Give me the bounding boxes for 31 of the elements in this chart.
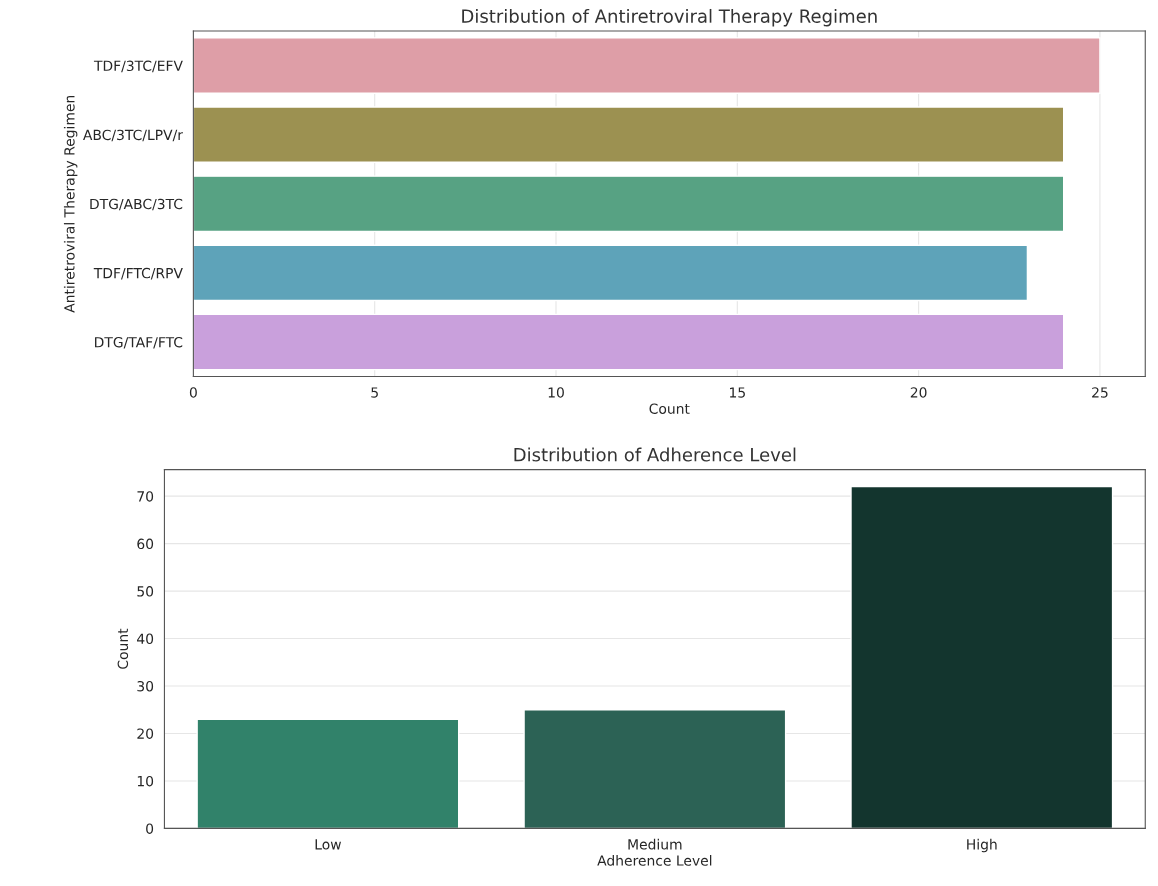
y-tick-label: 70 [137, 491, 154, 502]
y-tick-label: 30 [137, 680, 154, 692]
x-tick-label: Low [315, 839, 341, 850]
y-tick-label: 20 [137, 728, 154, 739]
bar [523, 709, 787, 829]
x-axis-title: Count [649, 403, 690, 414]
y-axis-title: Antiretroviral Therapy Regimen [63, 95, 78, 313]
y-tick-label: 10 [137, 775, 154, 787]
y-tick-label: 40 [137, 633, 154, 645]
y-tick-label: TDF/FTC/RPV [93, 267, 183, 280]
x-tick-label: Medium [628, 838, 682, 850]
y-tick-label: DTG/ABC/3TC [90, 198, 183, 211]
bar [196, 718, 460, 829]
y-axis-title: Count [117, 628, 129, 669]
x-tick-label: 25 [1092, 387, 1108, 398]
chart-title: Distribution of Antiretroviral Therapy Regimen [462, 8, 877, 27]
x-tick-label: 5 [371, 387, 378, 398]
x-tick-label: High [967, 838, 997, 853]
y-tick-label: TDF/3TC/EFV [93, 60, 183, 73]
x-tick-label: 10 [548, 387, 564, 398]
y-tick-label: 50 [137, 586, 154, 597]
x-tick-label: 15 [730, 387, 745, 398]
y-tick-label: DTG/TAF/FTC [95, 336, 183, 349]
y-tick-label: ABC/3TC/LPV/r [83, 129, 183, 142]
chart-title: Distribution of Adherence Level [514, 447, 796, 462]
x-axis-title: Adherence Level [597, 855, 712, 866]
y-tick-label: 0 [146, 823, 154, 834]
x-tick-label: 0 [189, 387, 197, 398]
y-tick-label: 60 [137, 538, 154, 550]
x-tick-label: 20 [910, 387, 927, 398]
bar [850, 485, 1114, 829]
